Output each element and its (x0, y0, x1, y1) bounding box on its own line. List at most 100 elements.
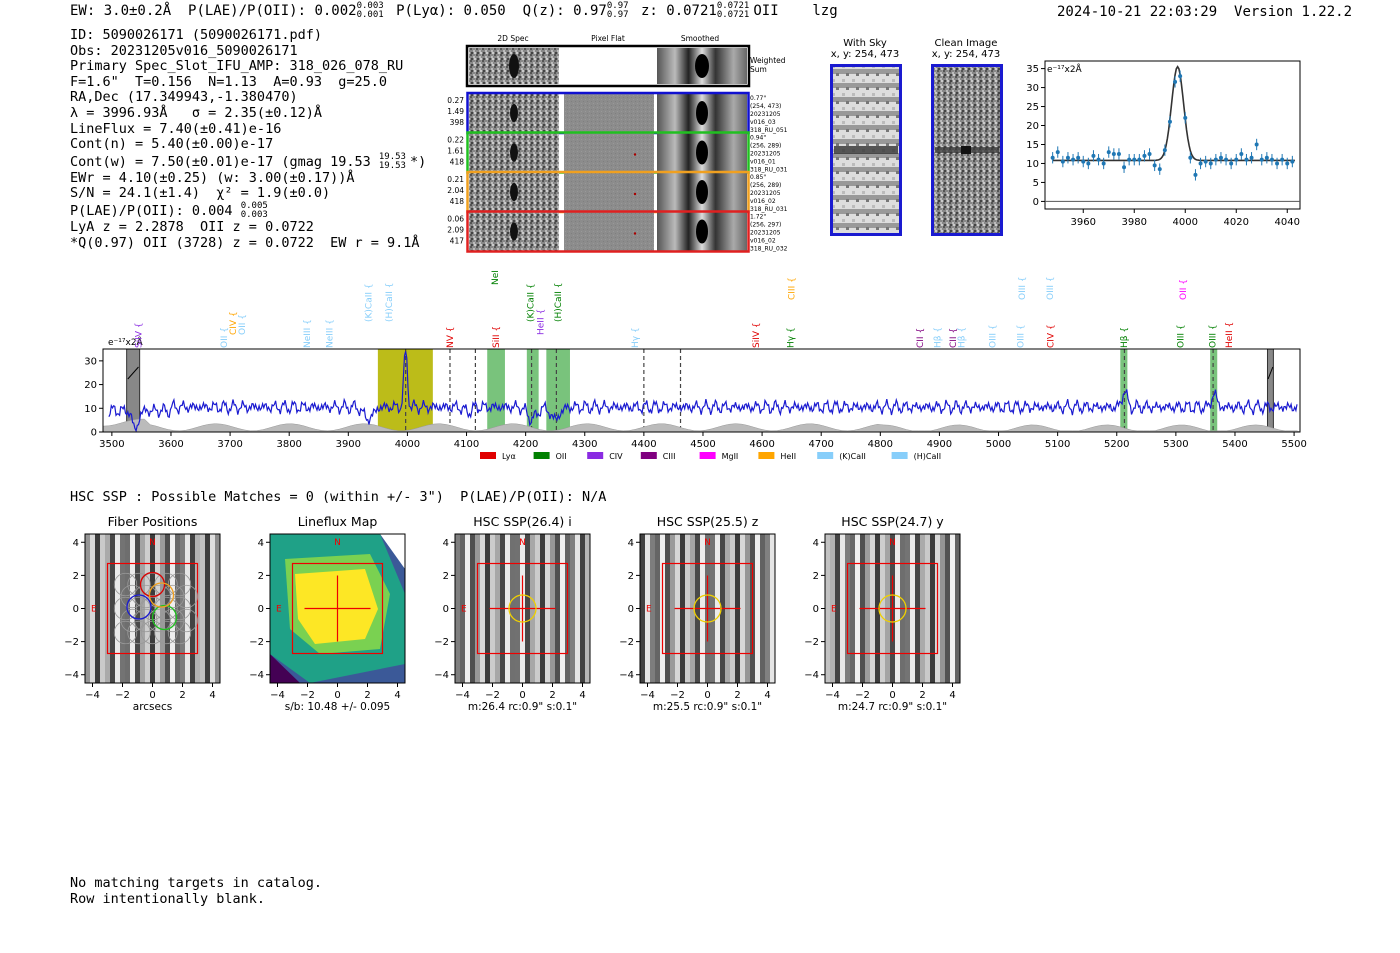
fit-ytick-label: 30 (1026, 83, 1039, 94)
panel-stripe (165, 534, 170, 683)
panel-stripe (160, 534, 165, 683)
spec-line-window (1210, 349, 1218, 432)
fiber-outline (174, 584, 198, 609)
fit-data-point (1132, 157, 1137, 162)
panel-xtick-label: −4 (640, 690, 655, 701)
compass-n: N (519, 538, 526, 548)
fit-ytick-label: 5 (1033, 178, 1039, 189)
panel-ytick-label: −4 (434, 670, 449, 681)
cutout-smooth-blob (696, 219, 708, 244)
cutout-right-label: 20231205 (750, 151, 781, 158)
fit-xtick-label: 4000 (1173, 217, 1198, 228)
compass-e: E (831, 605, 837, 615)
cutout-flat-dot (633, 232, 637, 235)
compass-n: N (334, 538, 341, 548)
fit-ylabel: e⁻¹⁷x2Å (1047, 63, 1083, 75)
spec-line-label: OIII { (1016, 324, 1026, 348)
footer-notes: No matching targets in catalog. Row inten… (70, 875, 322, 907)
weighted-sum-label: Weighted (750, 56, 786, 65)
info-slot: Primary Spec_Slot_IFU_AMP: 318_026_078_R… (70, 58, 404, 75)
panel-stripe (940, 534, 945, 683)
version-label: Version 1.22.2 (1234, 4, 1353, 20)
info-radec: RA,Dec (17.349943,-1.380470) (70, 89, 298, 106)
spec-line-label: SiIV { (752, 322, 762, 348)
fit-data-point (1162, 148, 1167, 153)
panel-xtick-label: 2 (179, 690, 185, 701)
fit-data-point (1076, 155, 1081, 160)
spec-xtick-label: 4900 (927, 439, 952, 450)
z-lo: 0.0721 (716, 10, 750, 20)
spectra-cutouts: 2D Spec Pixel Flat Smoothed 0.27 1.49 398 0.7… (447, 34, 788, 253)
cutout-col-header: Pixel Flat (591, 34, 625, 43)
cutout-right-label: 318_RU_031 (750, 167, 788, 174)
panel-stripe (115, 534, 120, 683)
fit-data-point (1152, 163, 1157, 168)
summary-header: EW: 3.0±0.2Å P(LAE)/P(OII): 0.002 0.003 0.… (70, 2, 838, 20)
fit-data-point (1275, 161, 1280, 166)
panel-ytick-label: 0 (73, 604, 79, 615)
spec-legend-swatch (533, 452, 550, 459)
spec-line-label: OIII { (989, 324, 999, 348)
info-lya: LyA z = 2.2878 OII z = 0.0722 (70, 218, 314, 235)
info-params: F=1.6" T=0.156 N=1.13 A=0.93 g=25.0 (70, 73, 387, 90)
timestamp: 2024-10-21 22:03:29 Version 1.22.2 (1057, 4, 1352, 20)
cutout-row-frame (466, 210, 750, 253)
panel-stripe (645, 534, 650, 683)
spec-hatch-region (1266, 348, 1274, 433)
cutout-left-label: 2.09 (447, 226, 464, 235)
with-sky-title-text: With Sky (843, 38, 887, 49)
panel-ytick-label: −2 (619, 637, 634, 648)
spec-xtick-label: 4800 (868, 439, 893, 450)
imaging-panel-title: HSC SSP(25.5) z (657, 514, 759, 529)
panel-frame (454, 533, 591, 684)
spec-ytick-label: 20 (84, 380, 97, 391)
panel-ytick-label: −4 (804, 670, 819, 681)
info-lambda: λ = 3996.93Å σ = 2.35(±0.12)Å (70, 104, 322, 121)
info-q: *Q(0.97) OII (3728) z = 0.0722 EW r = 9.… (70, 234, 420, 251)
cutout-right-label: 0.77" (750, 95, 766, 102)
cutout-row: 0.27 1.49 398 0.77"(254, 473)20231205v016_0… (447, 91, 788, 135)
panel-xtick-label: 0 (334, 690, 340, 701)
cutout-left-label: 0.22 (447, 136, 464, 145)
fit-data-point (1213, 157, 1218, 162)
panel-xtick-label: 0 (149, 690, 155, 701)
spec-legend-swatch (758, 452, 775, 459)
panel-stripe (760, 534, 765, 683)
spec-line-label: OIII { (1177, 324, 1187, 348)
fit-data-point (1234, 157, 1239, 162)
imaging-panel-caption: arcsecs (133, 701, 172, 713)
fit-data-point (1050, 155, 1055, 160)
compass-n: N (149, 538, 156, 548)
cutout-right-label: 20231205 (750, 190, 781, 197)
spec-line-label: CIV { (1047, 324, 1057, 348)
panel-ytick-label: 2 (813, 571, 819, 582)
fit-data-point (1193, 172, 1198, 177)
spec-line-label: Hγ { (631, 327, 641, 348)
fit-data-point (1091, 153, 1096, 158)
info-contn: Cont(n) = 5.40(±0.00)e-17 (70, 136, 274, 153)
plae-label: P(LAE)/P(OII): 0.002 (188, 3, 357, 19)
spec-line-label: NeIII { (325, 319, 335, 348)
cutout-pixel-flat (564, 212, 654, 251)
cutout-right-label: 0.94" (750, 135, 766, 142)
panel-stripe (825, 534, 830, 683)
clean-title: Clean Image x, y: 254, 473 (921, 38, 1011, 60)
gmag-lo: 19.53 (378, 160, 406, 171)
fit-xtick-label: 3980 (1122, 217, 1147, 228)
panel-stripe (950, 534, 955, 683)
panel-stripe (945, 534, 950, 683)
panel-stripe (560, 534, 565, 683)
panel-stripe (90, 534, 95, 683)
q-hi: 0.97 (606, 1, 629, 11)
fit-data-point (1280, 157, 1285, 162)
spec-legend-label: (H)CaII (914, 452, 941, 461)
spec-xtick-label: 3900 (336, 439, 361, 450)
panel-stripe (765, 534, 770, 683)
panel-xtick-label: 4 (764, 690, 770, 701)
spec-xtick-label: 3500 (99, 439, 124, 450)
cutout-flat-dot (633, 192, 637, 196)
fit-data-point (1203, 159, 1208, 164)
fit-data-point (1173, 79, 1178, 84)
q-label: Q(z): 0.97 (522, 3, 607, 19)
